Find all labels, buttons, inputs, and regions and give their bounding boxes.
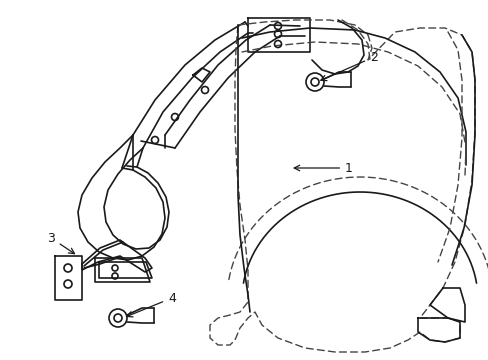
Text: 3: 3 [47,231,74,254]
Text: 2: 2 [320,50,377,81]
Text: 4: 4 [126,292,176,317]
Text: 1: 1 [294,162,352,175]
